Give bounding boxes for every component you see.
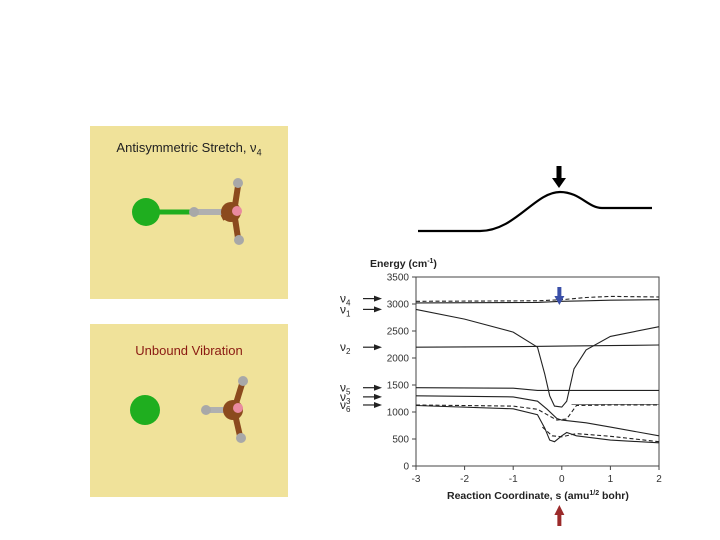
hydrogen-atom-icon (238, 376, 248, 386)
hydrogen-atom-icon (233, 178, 243, 188)
mode-arrow-head (374, 384, 382, 391)
x-tick-label: 1 (608, 474, 614, 485)
frequency-chart: 0 500 1000 1500 2000 2500 3000 3500 -3 -2 -1 0 1 2 Ene… (340, 258, 662, 526)
mode-arrow-head (374, 344, 382, 351)
x-tick-label: -2 (460, 474, 469, 485)
up-arrow-icon (557, 514, 562, 526)
down-arrow-icon (552, 166, 566, 188)
up-arrow-icon-head (554, 505, 565, 515)
panel-caption-unbound: Unbound Vibration (135, 343, 243, 358)
mode-panel-unbound: Unbound Vibration (90, 324, 288, 497)
series-line-8 (415, 404, 660, 444)
y-tick-label: 2000 (387, 354, 410, 365)
series-line-6 (415, 395, 660, 437)
energy-profile (418, 166, 652, 233)
mode-label: ν6 (340, 398, 351, 414)
energy-profile-line (418, 190, 652, 233)
hydrogen-atom-icon (234, 235, 244, 245)
y-tick-label: 0 (403, 462, 409, 473)
highlight-atom-icon (233, 403, 243, 413)
mode-arrow-head (374, 393, 382, 400)
caption-text: Antisymmetric Stretch, ν (116, 140, 257, 155)
caption-subscript: 4 (256, 147, 262, 158)
mode-label: ν4 (340, 292, 351, 308)
series-line-5 (415, 387, 659, 391)
x-tick-label: 2 (656, 474, 662, 485)
y-tick-label: 2500 (387, 327, 410, 338)
y-tick-label: 1000 (387, 408, 410, 419)
y-tick-label: 3000 (387, 300, 410, 311)
hydrogen-atom-icon (236, 433, 246, 443)
panel-caption-antisymmetric: Antisymmetric Stretch, ν4 (90, 140, 288, 158)
series-line-3 (415, 308, 660, 408)
mode-label: ν3 (340, 390, 351, 406)
mode-arrow-head (374, 401, 382, 408)
y-tick-label: 1500 (387, 381, 410, 392)
x-axis-label: Reaction Coordinate, s (amu1/2 bohr) (447, 490, 629, 502)
hydrogen-atom-icon (201, 405, 211, 415)
molecule-top (132, 178, 244, 245)
chart-title: Energy (cm-1) (370, 258, 437, 270)
cl-atom-icon (132, 198, 160, 226)
mode-label: ν2 (340, 340, 351, 356)
plot-frame (415, 276, 660, 467)
mode-label: ν1 (340, 302, 351, 318)
x-tick-label: 0 (559, 474, 565, 485)
mode-arrow-head (374, 295, 382, 302)
highlight-atom-icon (232, 206, 242, 216)
molecule-bottom (130, 376, 248, 443)
y-tick-label: 500 (392, 435, 409, 446)
mode-label: ν5 (340, 381, 351, 397)
series-line-2 (415, 299, 660, 304)
cl-atom-icon (130, 395, 160, 425)
y-tick-label: 3500 (387, 273, 410, 284)
x-tick-label: -3 (412, 474, 421, 485)
series-line-4 (415, 344, 660, 348)
down-arrow-icon-head (554, 296, 565, 305)
series-line-9 (542, 426, 660, 443)
series-line-7 (415, 404, 659, 421)
hydrogen-atom-icon (189, 207, 199, 217)
series-line-1 (415, 295, 660, 302)
mode-panel-antisymmetric: Antisymmetric Stretch, ν4 (90, 126, 288, 299)
x-tick-label: -1 (509, 474, 518, 485)
down-arrow-icon (557, 287, 562, 298)
mode-arrow-head (374, 306, 382, 313)
